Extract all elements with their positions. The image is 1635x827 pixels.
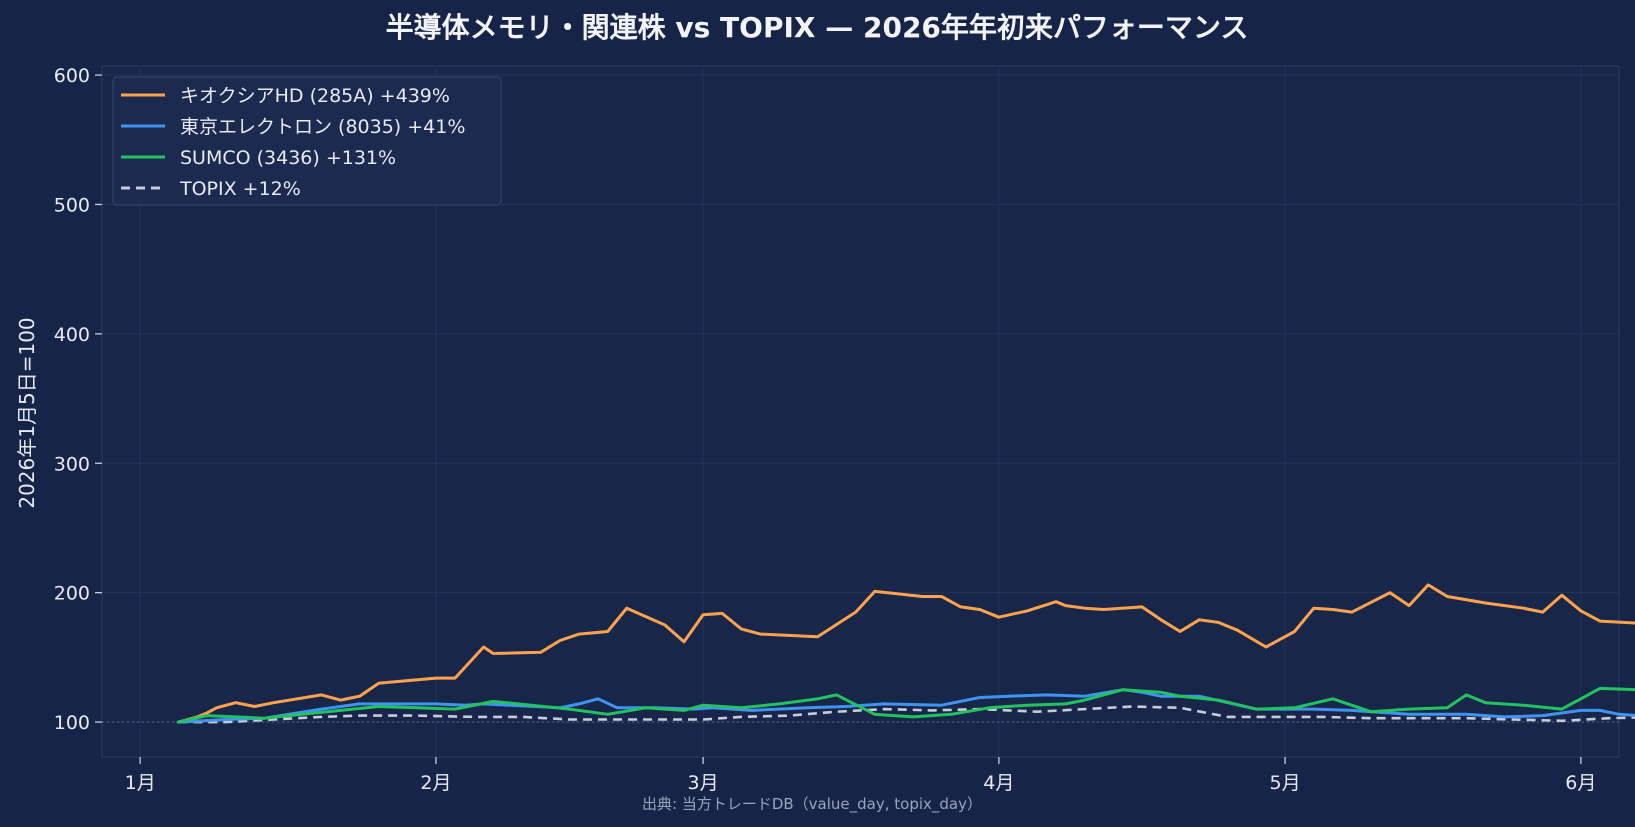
x-tick-label: 1月	[125, 772, 156, 794]
y-tick-label: 200	[54, 583, 90, 605]
series-line-1	[176, 688, 1635, 724]
x-tick-label: 5月	[1270, 772, 1301, 794]
x-tick-label: 2月	[420, 772, 451, 794]
legend-box	[112, 76, 502, 206]
legend-label: キオクシアHD (285A) +439%	[180, 85, 450, 107]
chart-title: 半導体メモリ・関連株 vs TOPIX — 2026年年初来パフォーマンス	[386, 11, 1249, 44]
y-tick-label: 400	[54, 324, 90, 346]
y-tick-label: 300	[54, 453, 90, 475]
y-tick-label: 600	[54, 65, 90, 87]
axes: 100 200 300 400 500 600 1月 2月 3月 4月 5月 6月	[54, 65, 1597, 794]
legend: キオクシアHD (285A) +439% 東京エレクトロン (8035) +41%…	[112, 76, 502, 206]
y-tick-label: 500	[54, 194, 90, 216]
legend-label: SUMCO (3436) +131%	[180, 147, 396, 169]
source-note: 出典: 当方トレードDB（value_day, topix_day）	[642, 795, 982, 814]
x-tick-label: 3月	[688, 772, 719, 794]
y-tick-label: 100	[54, 712, 90, 734]
series-line-3	[178, 705, 1635, 724]
x-tick-label: 6月	[1565, 772, 1596, 794]
y-axis-label: 2026年1月5日=100	[15, 317, 39, 508]
series-line-0	[176, 583, 1635, 724]
series-lines	[176, 583, 1635, 724]
legend-label: 東京エレクトロン (8035) +41%	[180, 116, 465, 138]
x-tick-label: 4月	[983, 772, 1014, 794]
series-line-2	[176, 686, 1635, 724]
legend-items: キオクシアHD (285A) +439% 東京エレクトロン (8035) +41%…	[121, 85, 465, 200]
legend-label: TOPIX +12%	[179, 178, 301, 200]
